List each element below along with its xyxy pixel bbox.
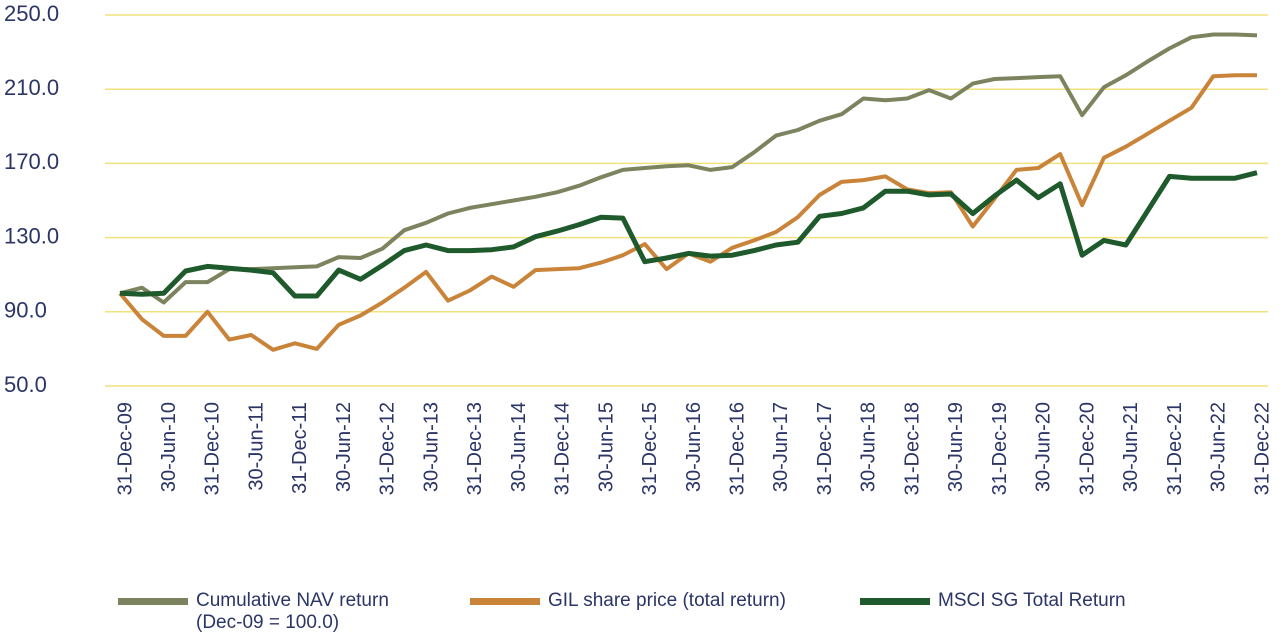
- x-tick-label: 30-Jun-10: [158, 402, 180, 492]
- x-tick-label: 30-Jun-13: [420, 402, 442, 492]
- chart: 50.0 90.0 130.0 170.0 210.0 250.0 31-Dec-09 30-…: [4, 1, 1273, 496]
- x-tick-label: 30-Jun-22: [1208, 402, 1230, 492]
- x-tick-label: 31-Dec-11: [289, 402, 311, 494]
- legend-item: MSCI SG Total Return: [860, 590, 1126, 612]
- x-tick-label: 30-Jun-15: [595, 402, 617, 492]
- legend-swatch: [860, 598, 930, 605]
- x-tick-label: 30-Jun-11: [245, 402, 267, 491]
- x-tick-label: 31-Dec-10: [202, 402, 224, 495]
- x-tick-label: 31-Dec-22: [1251, 402, 1273, 495]
- legend-item: Cumulative NAV return (Dec-09 = 100.0): [118, 590, 389, 634]
- y-tick-label: 170.0: [4, 149, 59, 174]
- x-tick-label: 31-Dec-17: [814, 402, 836, 495]
- x-tick-label: 30-Jun-12: [333, 402, 355, 492]
- y-tick-label: 210.0: [4, 75, 59, 100]
- x-tick-label: 31-Dec-20: [1076, 402, 1098, 495]
- x-tick-label: 30-Jun-18: [858, 402, 880, 492]
- x-tick-label: 30-Jun-14: [508, 402, 530, 492]
- x-tick-label: 31-Dec-13: [464, 402, 486, 495]
- y-tick-label: 50.0: [4, 372, 47, 397]
- x-tick-label: 30-Jun-19: [945, 402, 967, 492]
- x-tick-label: 30-Jun-16: [683, 402, 705, 492]
- x-tick-label: 30-Jun-20: [1033, 402, 1055, 492]
- x-tick-label: 31-Dec-18: [901, 402, 923, 495]
- line-series: [119, 32, 1258, 305]
- x-tick-label: 31-Dec-14: [552, 402, 574, 495]
- x-tick-label: 31-Dec-15: [639, 402, 661, 495]
- legend-swatch: [470, 598, 540, 605]
- x-tick-label: 31-Dec-09: [114, 402, 136, 495]
- line-series: [119, 170, 1258, 299]
- y-tick-label: 250.0: [4, 1, 59, 26]
- legend-label: MSCI SG Total Return: [938, 590, 1126, 611]
- line-series: [118, 73, 1257, 352]
- legend-swatch: [118, 598, 188, 605]
- x-tick-label: 31-Dec-21: [1164, 402, 1186, 495]
- y-tick-label: 90.0: [4, 298, 47, 323]
- y-tick-label: 130.0: [4, 223, 59, 248]
- x-tick-label: 30-Jun-17: [770, 402, 792, 492]
- x-tick-label: 30-Jun-21: [1120, 402, 1142, 492]
- legend-label: GIL share price (total return): [548, 590, 786, 611]
- legend-label: Cumulative NAV return (Dec-09 = 100.0): [196, 590, 389, 633]
- x-tick-label: 31-Dec-16: [727, 402, 749, 495]
- x-tick-label: 31-Dec-19: [989, 402, 1011, 495]
- legend-item: GIL share price (total return): [470, 590, 786, 612]
- x-tick-label: 31-Dec-12: [377, 402, 399, 495]
